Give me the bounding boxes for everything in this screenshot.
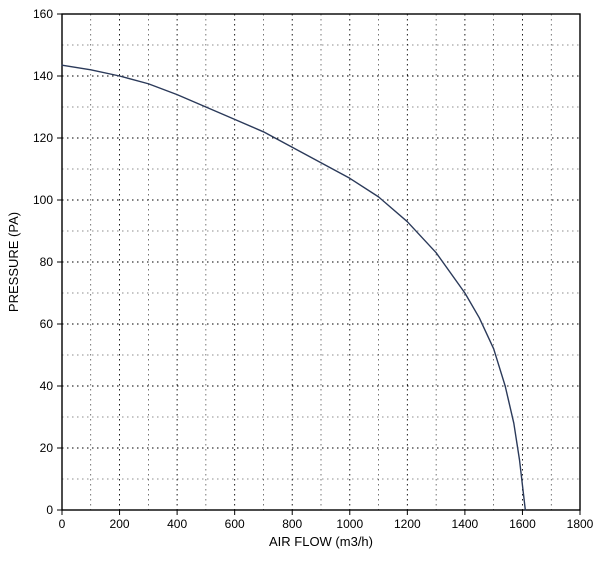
chart-svg: 0 200 400 600 800 1000 1200 1400 1600 1800 0 20 40 60… — [0, 0, 596, 566]
svg-text:1200: 1200 — [394, 517, 421, 531]
svg-text:1600: 1600 — [509, 517, 536, 531]
svg-text:400: 400 — [167, 517, 187, 531]
svg-text:1400: 1400 — [452, 517, 479, 531]
svg-text:200: 200 — [110, 517, 130, 531]
svg-text:60: 60 — [40, 317, 54, 331]
svg-text:160: 160 — [33, 7, 53, 21]
svg-text:100: 100 — [33, 193, 53, 207]
svg-text:800: 800 — [282, 517, 302, 531]
svg-text:1800: 1800 — [567, 517, 594, 531]
x-axis-label: AIR FLOW (m3/h) — [269, 534, 373, 549]
svg-text:120: 120 — [33, 131, 53, 145]
svg-text:20: 20 — [40, 441, 54, 455]
svg-text:0: 0 — [59, 517, 66, 531]
svg-text:40: 40 — [40, 379, 54, 393]
svg-text:600: 600 — [225, 517, 245, 531]
svg-text:80: 80 — [40, 255, 54, 269]
y-axis-label: PRESSURE (PA) — [6, 212, 21, 312]
svg-text:1000: 1000 — [336, 517, 363, 531]
pressure-airflow-chart: 0 200 400 600 800 1000 1200 1400 1600 1800 0 20 40 60… — [0, 0, 596, 566]
svg-text:140: 140 — [33, 69, 53, 83]
svg-text:0: 0 — [46, 503, 53, 517]
